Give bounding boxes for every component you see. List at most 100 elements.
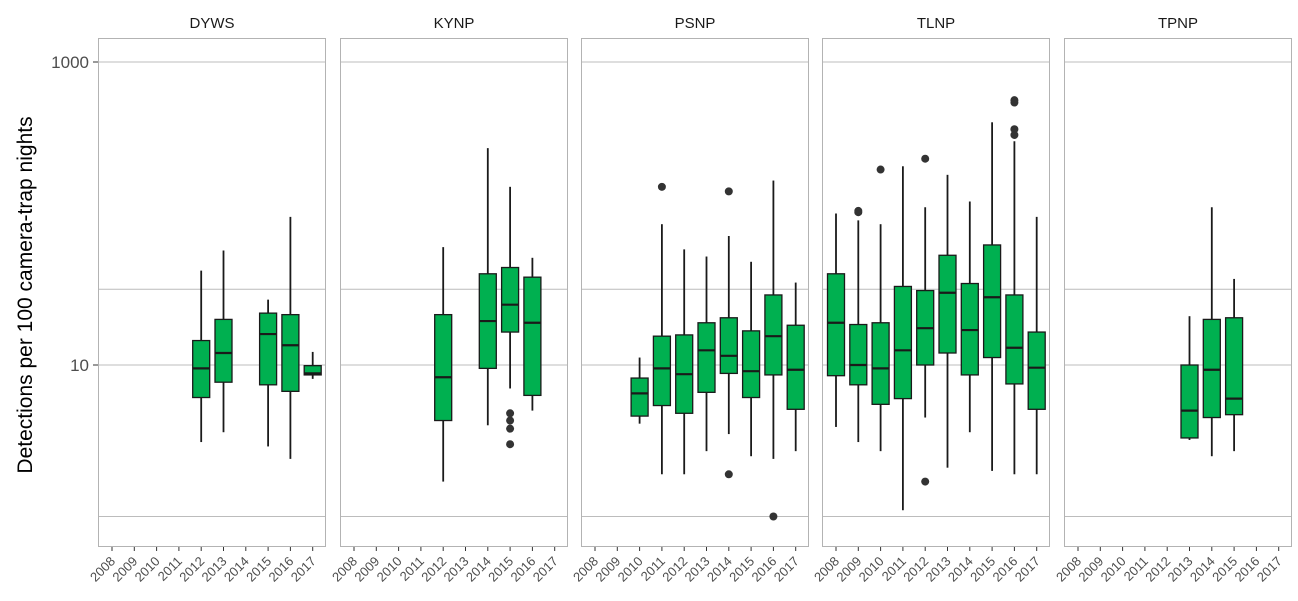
outlier-point	[1010, 130, 1019, 139]
box-iqr	[434, 313, 453, 422]
outlier-point	[1010, 96, 1019, 105]
outlier-point	[1010, 125, 1019, 134]
outlier-point	[506, 416, 515, 425]
box-tpnp-2014	[1202, 207, 1221, 457]
box-iqr	[523, 276, 542, 397]
box-iqr	[786, 324, 805, 410]
box-tlnp-2013	[938, 174, 957, 468]
box-psnp-2017	[786, 282, 805, 452]
panel-border	[581, 38, 809, 547]
panel-border	[340, 38, 568, 547]
facet-label: TPNP	[1158, 15, 1198, 32]
box-psnp-2011	[652, 182, 672, 475]
outlier-point	[724, 470, 733, 479]
panel-background	[1064, 38, 1292, 547]
x-tick-label: 2017	[1012, 554, 1043, 585]
box-dyws-2012	[192, 270, 211, 443]
box-tlnp-2008	[826, 213, 846, 427]
panel-tlnp: TLNP200820092010201120122013201420152016…	[811, 8, 1050, 585]
box-tlnp-2015	[982, 122, 1002, 471]
box-iqr	[630, 377, 649, 417]
y-tick-label: 10	[70, 356, 89, 375]
facet-strip	[822, 8, 1050, 38]
box-iqr	[764, 294, 783, 376]
box-kynp-2014	[478, 148, 497, 426]
box-iqr	[938, 254, 957, 354]
y-tick-label: 1000	[51, 53, 89, 72]
panel-background	[98, 38, 326, 547]
box-iqr	[1005, 294, 1024, 385]
box-iqr	[871, 322, 890, 405]
box-iqr	[1027, 331, 1046, 410]
box-iqr	[697, 322, 716, 393]
box-kynp-2015	[500, 186, 520, 449]
facet-strip	[98, 8, 326, 38]
outlier-point	[506, 409, 515, 418]
box-dyws-2017	[303, 351, 322, 379]
outlier-point	[506, 440, 515, 449]
box-iqr	[281, 313, 300, 392]
box-iqr	[303, 365, 322, 376]
panel-background	[581, 38, 809, 547]
box-tlnp-2012	[916, 154, 935, 486]
panel-kynp: KYNP200820092010201120122013201420152016…	[329, 8, 568, 585]
box-psnp-2012	[675, 249, 694, 475]
box-iqr	[849, 323, 868, 386]
y-axis: 1000 10	[51, 53, 98, 375]
facet-label: DYWS	[190, 15, 235, 32]
box-tlnp-2011	[893, 166, 913, 511]
box-tlnp-2010	[871, 165, 890, 452]
box-tlnp-2014	[960, 201, 979, 433]
box-tlnp-2016	[1005, 96, 1024, 475]
box-iqr	[741, 330, 761, 399]
panel-border	[822, 38, 1050, 547]
outlier-point	[506, 424, 515, 433]
facet-label: KYNP	[434, 15, 475, 32]
box-iqr	[652, 335, 672, 407]
facet-strip	[581, 8, 809, 38]
outlier-point	[657, 182, 666, 191]
outlier-point	[921, 477, 930, 486]
y-axis-label: Detections per 100 camera-trap nights	[14, 116, 37, 473]
outlier-point	[769, 512, 778, 521]
x-tick-label: 2017	[288, 554, 319, 585]
box-iqr	[719, 317, 738, 375]
x-tick-label: 2017	[530, 554, 561, 585]
facet-strip	[1064, 8, 1292, 38]
outlier-point	[854, 206, 863, 215]
box-iqr	[1180, 364, 1199, 439]
box-iqr	[1224, 317, 1244, 416]
facet-label: TLNP	[917, 15, 955, 32]
facet-panels: DYWS200820092010201120122013201420152016…	[87, 8, 1292, 585]
outlier-point	[876, 165, 885, 174]
box-iqr	[500, 266, 520, 333]
outlier-point	[921, 154, 930, 163]
box-kynp-2012	[434, 247, 453, 482]
box-psnp-2014	[719, 187, 738, 479]
box-tpnp-2015	[1224, 278, 1244, 452]
box-iqr	[982, 244, 1002, 359]
box-dyws-2013	[214, 250, 233, 433]
box-tpnp-2013	[1180, 316, 1199, 440]
panel-psnp: PSNP200820092010201120122013201420152016…	[570, 8, 809, 585]
box-iqr	[1202, 318, 1221, 419]
facet-label: PSNP	[675, 15, 716, 32]
box-psnp-2010	[630, 357, 649, 424]
facet-strip	[340, 8, 568, 38]
box-iqr	[214, 318, 233, 383]
box-dyws-2015	[258, 299, 278, 447]
box-iqr	[826, 273, 846, 377]
box-tlnp-2017	[1027, 216, 1046, 475]
box-iqr	[258, 312, 278, 386]
panel-tpnp: TPNP200820092010201120122013201420152016…	[1053, 8, 1292, 585]
box-kynp-2016	[523, 257, 542, 411]
outlier-point	[724, 187, 733, 196]
panel-background	[822, 38, 1050, 547]
panel-border	[98, 38, 326, 547]
box-tlnp-2009	[849, 206, 868, 443]
box-dyws-2016	[281, 216, 300, 459]
box-psnp-2015	[741, 261, 761, 457]
box-iqr	[893, 285, 913, 400]
x-tick-label: 2017	[1254, 554, 1285, 585]
